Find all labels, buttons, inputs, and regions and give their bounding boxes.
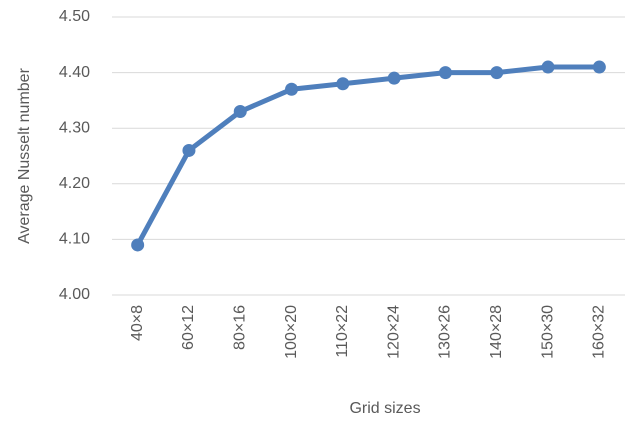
marker xyxy=(541,60,555,74)
y-tick-label: 4.30 xyxy=(59,119,90,136)
x-tick-label: 150×30 xyxy=(539,305,556,359)
y-tick-label: 4.10 xyxy=(59,231,90,248)
y-axis-label: Average Nusselt number xyxy=(16,67,33,243)
x-tick-label: 60×12 xyxy=(180,305,197,350)
marker xyxy=(387,71,401,85)
x-tick-label: 130×26 xyxy=(437,305,454,359)
y-tick-label: 4.50 xyxy=(59,8,90,25)
marker xyxy=(490,66,504,80)
x-axis-label: Grid sizes xyxy=(349,400,420,417)
y-tick-label: 4.00 xyxy=(59,286,90,303)
marker xyxy=(285,82,299,96)
marker xyxy=(592,60,606,74)
x-tick-label: 160×32 xyxy=(591,305,608,359)
x-tick-label: 140×28 xyxy=(488,305,505,359)
marker xyxy=(131,238,145,252)
x-tick-label: 80×16 xyxy=(231,305,248,350)
x-tick-label: 40×8 xyxy=(129,305,146,341)
marker xyxy=(336,77,350,91)
marker xyxy=(233,105,247,119)
x-tick-label: 100×20 xyxy=(283,305,300,359)
x-tick-label: 120×24 xyxy=(385,305,402,359)
x-tick-label: 110×22 xyxy=(334,305,351,358)
y-tick-label: 4.20 xyxy=(59,175,90,192)
marker xyxy=(182,143,196,157)
y-tick-label: 4.40 xyxy=(59,64,90,81)
marker xyxy=(438,66,452,80)
line xyxy=(135,64,600,247)
